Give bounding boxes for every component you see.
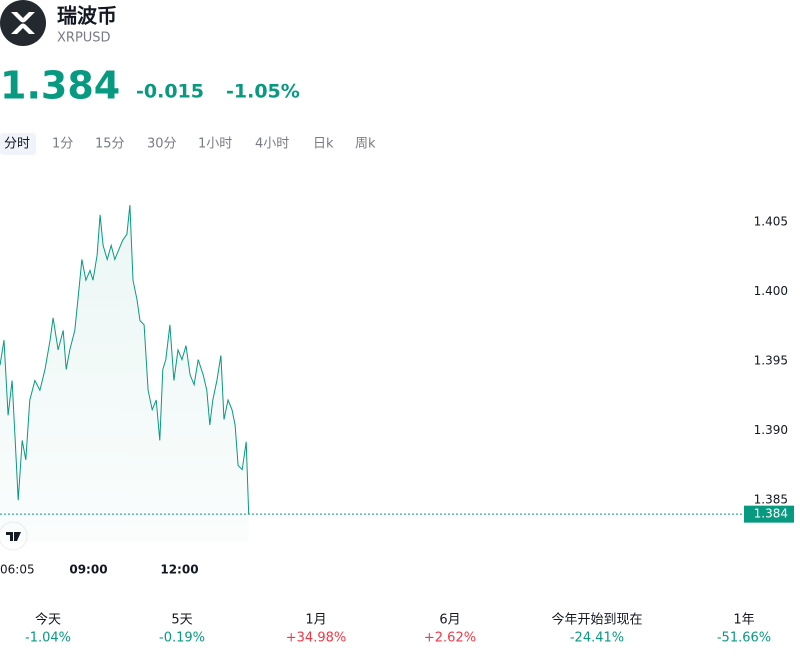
tab[interactable]: 日k: [313, 137, 334, 152]
tab[interactable]: 1分: [52, 137, 73, 152]
last-price-label: 1.384: [754, 507, 788, 521]
area-fill: [0, 205, 249, 542]
period-label: 今年开始到现在: [551, 612, 642, 628]
change: -0.015: [136, 81, 204, 103]
tab-active-bg: [0, 133, 36, 155]
period-change: -1.04%: [25, 631, 71, 646]
y-tick-label: 1.405: [754, 214, 788, 228]
x-tick-label: 12:00: [160, 563, 198, 577]
period-change: -0.19%: [159, 631, 205, 646]
change-percent: -1.05%: [226, 81, 300, 103]
period-label: 今天: [35, 612, 61, 628]
last-price-box: [744, 505, 794, 523]
period-label: 5天: [171, 613, 192, 628]
y-tick-label: 1.385: [754, 493, 788, 507]
price: 1.384: [0, 64, 120, 108]
tab[interactable]: 周k: [355, 137, 376, 152]
period-label: 1月: [305, 613, 326, 628]
period-change: -24.41%: [570, 631, 624, 646]
period-change: +34.98%: [286, 631, 346, 646]
period-change: -51.66%: [717, 631, 771, 646]
price-line: [0, 205, 250, 515]
period-label: 6月: [439, 613, 460, 628]
logo: [0, 0, 46, 46]
y-tick-label: 1.395: [754, 354, 788, 368]
tab[interactable]: 1小时: [198, 137, 232, 152]
period-label: 1年: [733, 613, 754, 628]
tab[interactable]: 15分: [95, 137, 125, 152]
x-tick-label: 09:00: [69, 563, 107, 577]
tab[interactable]: 分时: [4, 137, 30, 152]
symbol: XRPUSD: [57, 31, 111, 46]
period-change: +2.62%: [424, 631, 476, 646]
y-tick-label: 1.390: [754, 423, 788, 437]
tab[interactable]: 30分: [147, 137, 177, 152]
y-tick-label: 1.400: [754, 284, 788, 298]
title: 瑞波币: [57, 4, 117, 28]
tab[interactable]: 4小时: [255, 137, 289, 152]
x-tick-label: 06:05: [0, 563, 35, 577]
